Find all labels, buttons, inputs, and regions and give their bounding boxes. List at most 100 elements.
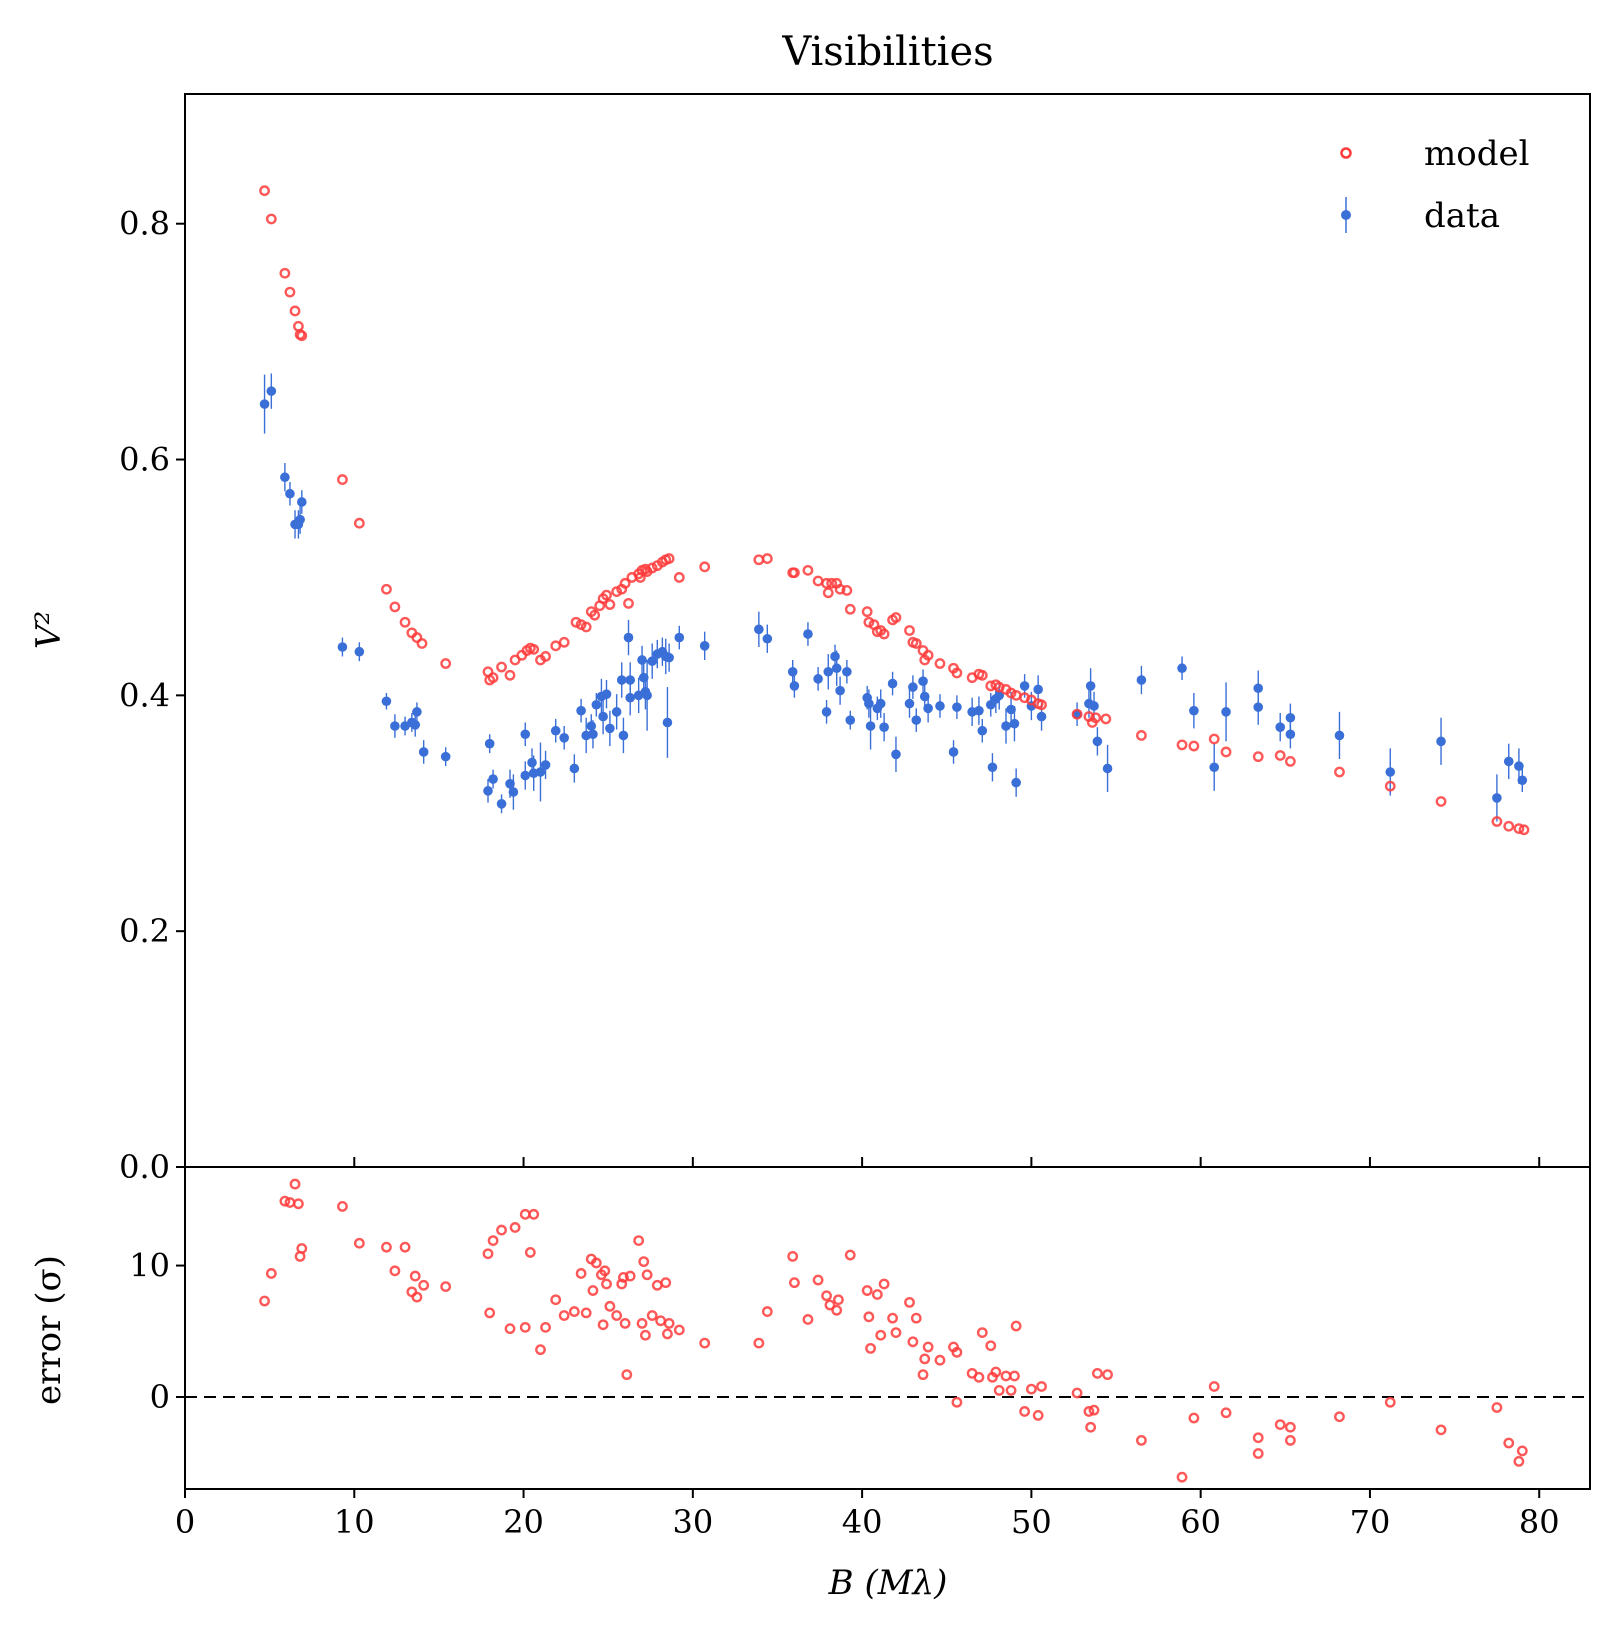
model-point xyxy=(1176,739,1188,751)
residual-point xyxy=(1071,1387,1083,1399)
model-point xyxy=(826,577,838,589)
data-point xyxy=(285,488,295,499)
model-point xyxy=(1518,824,1530,836)
residual-point xyxy=(619,1318,631,1329)
model-point xyxy=(1435,796,1447,807)
residual-point xyxy=(616,1278,628,1290)
residual-point xyxy=(624,1270,636,1282)
data-point xyxy=(1001,721,1011,731)
model-point xyxy=(646,562,658,574)
top-panel: 0.0 0.2 0.4 0.6 0.8 V² model data xyxy=(29,93,1591,1186)
residual-point xyxy=(640,1329,651,1341)
residual-point xyxy=(993,1385,1005,1396)
data-point xyxy=(601,689,612,699)
residual-point xyxy=(1136,1434,1147,1446)
data-point xyxy=(1209,762,1220,773)
data-point xyxy=(576,705,586,716)
residual-point xyxy=(381,1241,392,1253)
data-point xyxy=(616,675,627,685)
data-point xyxy=(520,729,531,740)
xtick-label: 70 xyxy=(1350,1503,1391,1541)
model-point xyxy=(1090,712,1102,724)
residual-point xyxy=(1491,1402,1503,1413)
data-point xyxy=(887,678,898,689)
residual-point xyxy=(890,1327,902,1339)
data-point xyxy=(1136,675,1147,685)
data-point xyxy=(605,723,615,734)
data-point xyxy=(611,707,622,717)
model-point xyxy=(623,597,634,609)
data-point xyxy=(259,399,270,409)
residual-point xyxy=(519,1321,531,1333)
residual-point xyxy=(973,1371,985,1383)
data-point xyxy=(418,747,429,757)
residual-point xyxy=(917,1369,929,1381)
model-point xyxy=(841,585,853,596)
model-point xyxy=(761,553,773,564)
residual-point xyxy=(409,1270,421,1282)
residual-point xyxy=(1019,1406,1031,1417)
residual-point xyxy=(662,1328,673,1340)
data-point xyxy=(591,699,602,710)
residual-point xyxy=(833,1294,844,1306)
model-point xyxy=(1334,766,1345,778)
model-point xyxy=(1100,713,1112,725)
model-point xyxy=(289,305,301,317)
data-point xyxy=(813,674,823,684)
data-point xyxy=(390,721,400,731)
residual-point xyxy=(587,1285,599,1296)
model-point xyxy=(1252,751,1264,763)
model-point xyxy=(589,609,601,621)
residual-point xyxy=(824,1299,836,1311)
residual-point xyxy=(1083,1406,1095,1417)
data-point xyxy=(381,696,392,707)
model-point xyxy=(1071,708,1083,720)
data-point xyxy=(803,629,813,639)
model-point xyxy=(910,638,922,649)
residual-point xyxy=(863,1311,875,1323)
residual-point xyxy=(934,1354,946,1366)
data-point xyxy=(864,698,874,709)
model-point xyxy=(1284,755,1296,767)
residual-point xyxy=(976,1327,988,1339)
data-point xyxy=(280,472,290,483)
residual-point xyxy=(922,1341,934,1353)
legend-model-label: model xyxy=(1424,134,1529,174)
model-point xyxy=(934,658,946,669)
model-point xyxy=(416,638,428,649)
top-ytick-label: 0.2 xyxy=(119,912,170,950)
model-point xyxy=(487,672,499,684)
residual-point xyxy=(673,1324,685,1336)
residual-point xyxy=(844,1249,856,1261)
data-point xyxy=(1334,730,1345,741)
data-point xyxy=(762,633,773,644)
model-point xyxy=(259,185,270,197)
data-point xyxy=(674,632,685,643)
data-point xyxy=(297,497,307,507)
residual-point xyxy=(660,1277,672,1289)
data-point xyxy=(977,725,988,736)
model-point xyxy=(353,517,365,529)
residual-point xyxy=(535,1344,546,1356)
data-point xyxy=(1253,683,1264,694)
residual-point xyxy=(293,1198,304,1210)
residual-point xyxy=(618,1272,629,1283)
data-point xyxy=(948,747,959,757)
model-point xyxy=(890,612,902,623)
residual-point xyxy=(528,1208,540,1220)
data-point xyxy=(823,666,834,677)
model-point xyxy=(951,667,963,679)
residual-point xyxy=(509,1222,521,1233)
data-point xyxy=(875,698,886,709)
data-point xyxy=(598,711,608,722)
data-point xyxy=(821,707,832,717)
residual-point xyxy=(259,1295,270,1307)
model-point xyxy=(337,474,348,485)
data-point xyxy=(1036,711,1047,722)
data-point xyxy=(1189,705,1199,716)
data-point xyxy=(488,774,498,784)
model-point xyxy=(575,619,587,631)
residual-point xyxy=(575,1268,587,1279)
